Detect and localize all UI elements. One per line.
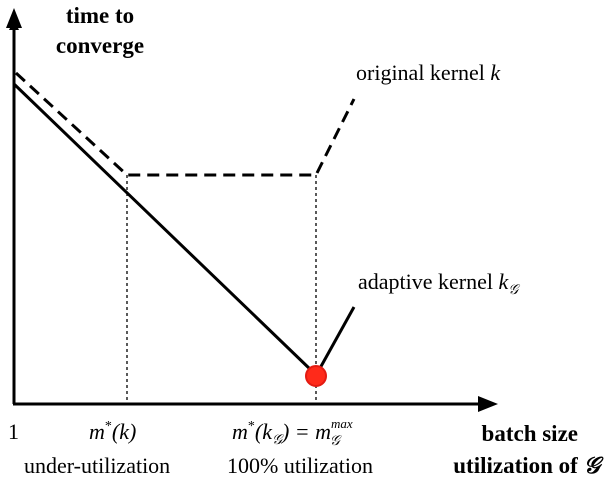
tick-m-star-k: m*(k) <box>89 419 136 444</box>
tick-mk-m: m <box>89 419 105 444</box>
tick-mkg-open: (k <box>255 419 273 444</box>
adaptive-kernel-sub: 𝒢 <box>508 283 520 298</box>
tick-mkg-sup: max <box>331 416 353 431</box>
adaptive-kernel-rise <box>317 306 356 371</box>
x-axis-label-line2: utilization of 𝒢 <box>453 453 604 478</box>
x-axis-label-line1: batch size <box>482 421 578 446</box>
y-axis-label-line1: time to <box>66 3 134 28</box>
caption-full-utilization: 100% utilization <box>227 453 373 478</box>
adaptive-kernel-label: adaptive kernel k𝒢 <box>358 269 520 298</box>
caption-under-utilization: under-utilization <box>24 453 170 478</box>
tick-mk-star: * <box>105 419 112 434</box>
y-axis-arrowhead <box>6 8 22 28</box>
adaptive-kernel-label-text: adaptive kernel <box>358 269 499 294</box>
tick-mkg-sub: 𝒢 <box>272 433 284 448</box>
x-axis-label-line2-text: utilization of <box>453 453 583 478</box>
original-kernel-label-text: original kernel <box>356 60 490 85</box>
x-axis-label-symbol: 𝒢 <box>584 453 605 478</box>
original-kernel-label: original kernel k <box>356 60 501 85</box>
tick-mkg-star: * <box>248 419 255 434</box>
tick-one: 1 <box>8 419 19 444</box>
tick-mkg-sub2: 𝒢 <box>330 434 342 449</box>
x-axis-arrowhead <box>478 396 498 412</box>
tick-m-star-kg: m*(k𝒢) = mmax 𝒢 <box>232 416 353 449</box>
y-axis-label-line2: converge <box>56 33 144 58</box>
original-kernel-curve <box>14 71 356 177</box>
tick-mkg-m: m <box>232 419 248 444</box>
tick-mkg-close: ) = m <box>280 419 331 444</box>
original-kernel-var: k <box>490 60 501 85</box>
adaptive-kernel-curve <box>12 82 314 373</box>
optimum-point-marker <box>305 365 327 387</box>
tick-mk-arg: (k) <box>112 419 136 444</box>
adaptive-kernel-var: k <box>499 269 510 294</box>
